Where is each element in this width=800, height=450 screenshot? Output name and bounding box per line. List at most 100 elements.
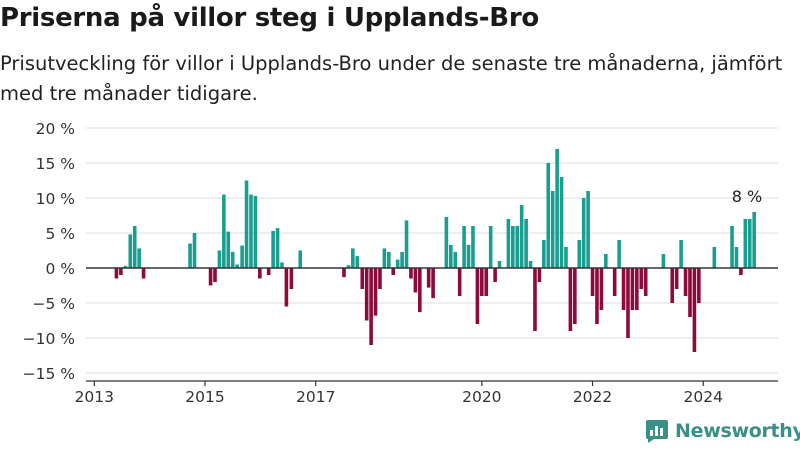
bar: [739, 268, 743, 275]
bar: [289, 268, 294, 289]
bar: [208, 268, 213, 286]
bar: [506, 219, 511, 268]
bar: [559, 177, 564, 268]
bar: [528, 261, 533, 268]
bar: [226, 231, 231, 268]
bar: [382, 248, 387, 268]
bar: [132, 226, 137, 268]
newsworthy-logo: Newsworthy: [645, 419, 800, 443]
y-tick-label: 15 %: [36, 155, 75, 173]
y-tick-label: 0 %: [45, 260, 75, 278]
bar: [457, 268, 462, 296]
bar: [213, 268, 217, 282]
bar: [466, 244, 471, 268]
bar: [137, 248, 141, 268]
bar: [400, 251, 404, 268]
bar: [493, 268, 497, 282]
bar: [471, 226, 475, 268]
bar: [564, 247, 568, 268]
bar: [355, 256, 360, 268]
bar: [688, 268, 692, 317]
bar: [369, 268, 373, 345]
bar: [484, 268, 489, 296]
chart-bubble-icon: [646, 420, 668, 443]
bar: [266, 268, 271, 275]
bar: [444, 216, 449, 268]
bar: [599, 268, 604, 310]
bar: [230, 251, 235, 268]
bar: [621, 268, 626, 310]
bar: [360, 268, 365, 289]
bar: [542, 240, 546, 268]
bar: [449, 244, 453, 268]
bar: [630, 268, 635, 310]
bar: [351, 248, 355, 268]
bar: [275, 228, 280, 268]
annotations: 8 %: [732, 187, 762, 206]
y-tick-label: 10 %: [36, 190, 75, 208]
bar: [114, 268, 119, 279]
bar: [577, 240, 582, 268]
bar: [674, 268, 679, 289]
bar: [298, 250, 303, 268]
bar: [391, 268, 396, 275]
bar: [661, 254, 666, 268]
bar: [141, 268, 146, 279]
bar: [217, 250, 222, 268]
y-tick-label: 5 %: [45, 225, 75, 243]
bar: [643, 268, 648, 296]
bar: [747, 219, 752, 268]
bar: [244, 180, 249, 268]
bar: [590, 268, 595, 296]
x-tick-label: 2015: [185, 388, 224, 406]
chart-subtitle: Prisutveckling för villor i Upplands-Bro…: [0, 52, 783, 105]
bar: [670, 268, 675, 303]
bar: [519, 205, 524, 268]
bar: [235, 264, 239, 268]
bar: [431, 268, 435, 299]
bar: [555, 149, 559, 268]
bar: [387, 251, 391, 268]
y-tick-label: −10 %: [23, 330, 75, 348]
bar: [188, 243, 192, 268]
bar: [635, 268, 639, 310]
bar: [280, 262, 284, 268]
bar: [752, 212, 756, 268]
bar: [258, 268, 262, 279]
bar: [586, 191, 590, 268]
x-tick-label: 2022: [573, 388, 612, 406]
y-tick-label: 20 %: [36, 120, 75, 138]
bar: [604, 254, 608, 268]
bar: [712, 247, 717, 268]
bar: [697, 268, 701, 303]
x-tick-label: 2020: [462, 388, 501, 406]
y-tick-label: −5 %: [32, 295, 75, 313]
bar: [409, 268, 413, 279]
bar: [480, 268, 484, 296]
bar: [730, 226, 734, 268]
bar: [192, 233, 197, 268]
bar: [537, 268, 542, 282]
y-tick-label: −15 %: [23, 365, 75, 383]
x-tick-label: 2024: [684, 388, 723, 406]
bar: [253, 195, 258, 268]
bar: [515, 226, 520, 268]
x-tick-label: 2017: [296, 388, 335, 406]
bar: [546, 163, 551, 268]
gridlines: [86, 127, 778, 374]
bar: [413, 268, 418, 293]
bar: [595, 268, 599, 324]
bar: [395, 259, 400, 268]
bar: [524, 219, 528, 268]
bar: [581, 198, 586, 268]
bar: [626, 268, 630, 338]
bar: [418, 268, 422, 313]
bar: [453, 251, 458, 268]
bar: [475, 268, 480, 324]
bar: [404, 220, 409, 268]
bar: [533, 268, 537, 331]
y-tick-labels: 20 % 15 % 10 % 5 % 0 % −5 % −10 % −15 %: [23, 120, 75, 383]
bar: [497, 261, 502, 268]
bar: [612, 268, 617, 296]
bar: [364, 268, 369, 321]
